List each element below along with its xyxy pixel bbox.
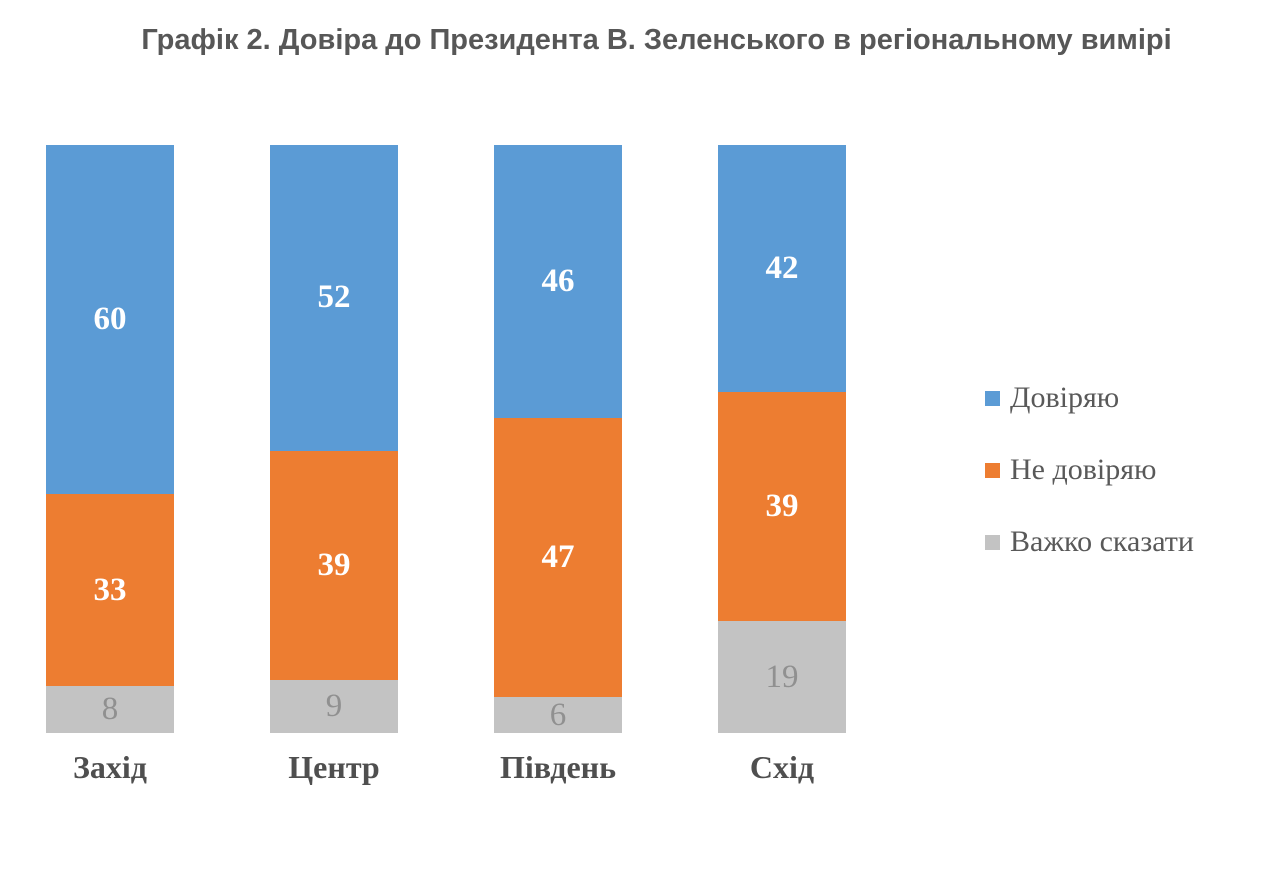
bar-segment: 6 xyxy=(494,697,622,733)
bar-segment: 60 xyxy=(46,145,174,495)
bar-stack: 60 33 8 xyxy=(46,145,174,733)
bar-stack: 46 47 6 xyxy=(494,145,622,733)
legend-label: Важко сказати xyxy=(1010,525,1194,558)
legend-item: Довіряю xyxy=(985,380,1194,416)
legend-swatch-icon xyxy=(985,390,1000,406)
bar-segment: 8 xyxy=(46,686,174,733)
value-label: 39 xyxy=(317,546,351,583)
plot-area: 60 33 8 Захід 52 39 9 Центр 46 47 6 Південь 42 39 19 Сх… xyxy=(46,145,846,786)
category-label: Південь xyxy=(499,749,616,785)
bar-segment: 33 xyxy=(46,494,174,687)
value-label: 33 xyxy=(93,571,127,608)
category-label: Центр xyxy=(288,749,380,785)
value-label: 46 xyxy=(541,263,575,300)
value-label: 60 xyxy=(93,301,127,338)
legend-swatch-icon xyxy=(985,534,1000,550)
value-label: 52 xyxy=(317,279,351,316)
value-label: 39 xyxy=(765,488,799,525)
value-label: 19 xyxy=(765,658,799,695)
bar-segment: 9 xyxy=(270,680,398,733)
bar-segment: 46 xyxy=(494,145,622,419)
bar-segment: 39 xyxy=(270,450,398,681)
bar-segment: 47 xyxy=(494,418,622,698)
bar-column-2: 52 39 9 Центр xyxy=(270,145,398,786)
chart-title: Графік 2. Довіра до Президента В. Зеленс… xyxy=(141,24,1172,56)
value-label: 47 xyxy=(541,539,575,576)
bar-column-4: 42 39 19 Схід xyxy=(718,145,846,786)
value-label: 8 xyxy=(101,691,119,728)
bar-column-3: 46 47 6 Південь xyxy=(494,145,622,786)
legend-item: Не довіряю xyxy=(985,452,1194,488)
legend-swatch-icon xyxy=(985,462,1000,478)
legend-label: Не довіряю xyxy=(1010,453,1157,486)
bar-segment: 19 xyxy=(718,621,846,733)
value-label: 42 xyxy=(765,249,799,286)
value-label: 6 xyxy=(549,696,567,733)
bar-segment: 42 xyxy=(718,145,846,392)
legend-label: Довіряю xyxy=(1010,381,1120,414)
bar-stack: 52 39 9 xyxy=(270,145,398,733)
legend-item: Важко сказати xyxy=(985,524,1194,560)
legend: Довіряю Не довіряю Важко сказати xyxy=(985,380,1194,560)
bar-stack: 42 39 19 xyxy=(718,145,846,733)
bar-segment: 52 xyxy=(270,145,398,451)
category-label: Схід xyxy=(749,749,815,785)
value-label: 9 xyxy=(325,688,343,725)
bar-segment: 39 xyxy=(718,391,846,622)
category-label: Захід xyxy=(73,749,147,785)
bar-column-1: 60 33 8 Захід xyxy=(46,145,174,786)
